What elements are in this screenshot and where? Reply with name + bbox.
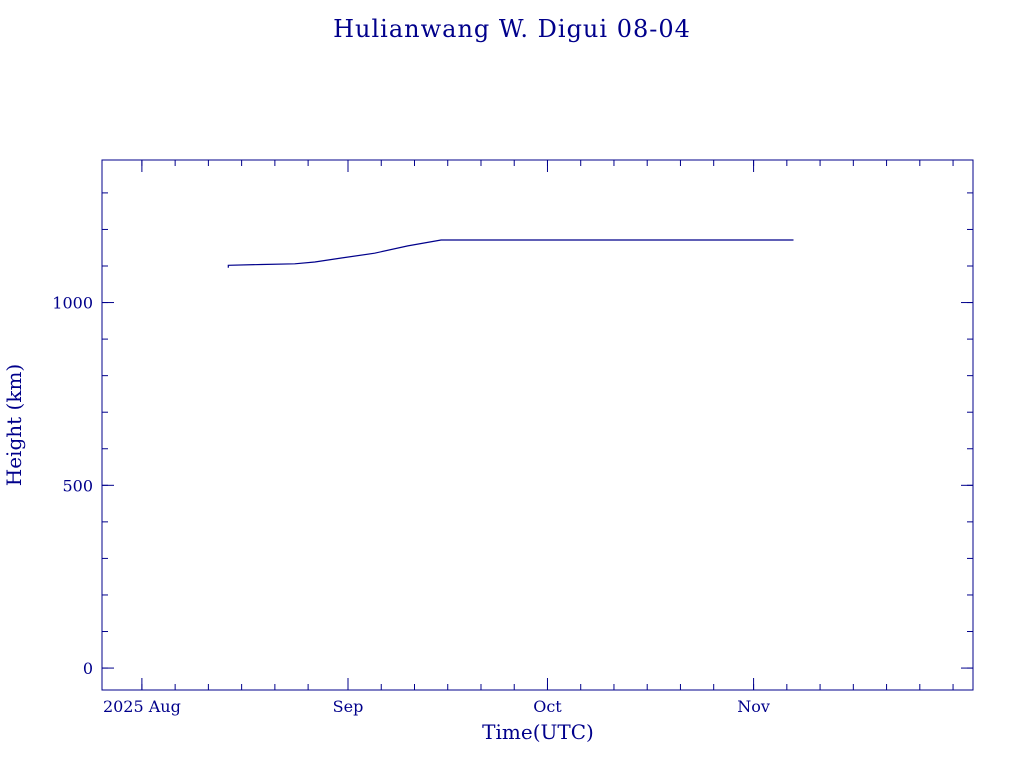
x-tick-label: 2025 Aug <box>103 697 181 716</box>
y-tick-label: 1000 <box>52 294 93 313</box>
x-tick-labels: 2025 Aug Sep Oct Nov <box>103 697 770 716</box>
y-tick-labels: 0 500 1000 <box>52 294 93 679</box>
x-tick-label: Sep <box>333 697 364 716</box>
x-tick-label: Oct <box>533 697 562 716</box>
x-tick-label: Nov <box>737 697 770 716</box>
y-tick-label: 500 <box>62 476 93 495</box>
plot-frame <box>101 159 974 691</box>
series-layer <box>227 239 794 268</box>
y-tick-label: 0 <box>83 659 93 678</box>
axis-ticks <box>102 160 973 690</box>
chart-title: Hulianwang W. Digui 08-04 <box>333 15 691 43</box>
height-series-line <box>227 239 794 268</box>
x-axis-label: Time(UTC) <box>482 720 594 744</box>
y-axis-label: Height (km) <box>2 364 26 486</box>
